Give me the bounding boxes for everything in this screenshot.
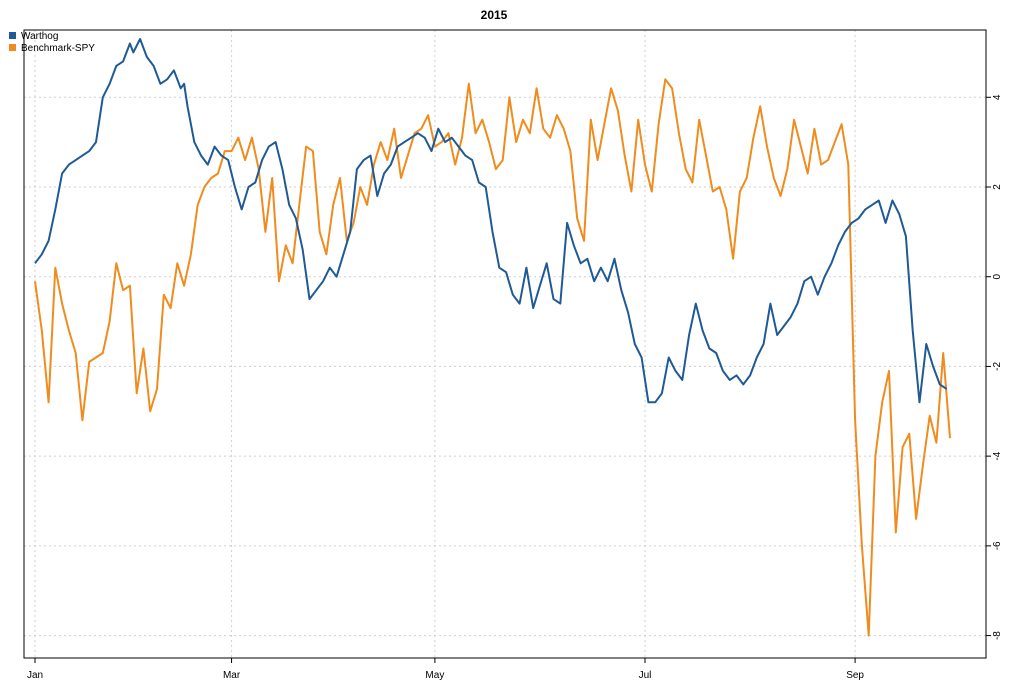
x-tick-label: May (425, 670, 444, 681)
y-tick-label: -2 (992, 362, 1003, 371)
plot-frame (23, 29, 987, 659)
legend-swatch-warthog (9, 32, 16, 39)
legend-label-warthog: Warthog (21, 31, 58, 42)
x-axis: Jan Mar May Jul Sep (27, 658, 864, 681)
y-axis: 4 2 0 -2 -4 -6 -8 (986, 94, 1003, 640)
y-tick-label: 0 (992, 273, 1003, 279)
x-tick-label: Mar (223, 670, 241, 681)
y-tick-label: 2 (992, 184, 1003, 190)
legend: Warthog Benchmark-SPY (9, 31, 95, 54)
chart-title: 2015 (481, 8, 508, 22)
y-tick-label: -8 (992, 631, 1003, 640)
x-tick-label: Sep (846, 670, 864, 681)
y-tick-label: 4 (992, 94, 1003, 100)
series-layer (34, 38, 951, 637)
legend-label-benchmark-spy: Benchmark-SPY (21, 43, 95, 54)
x-tick-label: Jul (639, 670, 652, 681)
y-tick-label: -6 (992, 541, 1003, 550)
y-tick-label: -4 (992, 451, 1003, 460)
series-line-benchmark-spy (34, 78, 951, 637)
x-tick-label: Jan (27, 670, 43, 681)
grid-lines (24, 30, 986, 658)
legend-swatch-benchmark-spy (9, 44, 16, 51)
series-line-warthog (34, 38, 948, 404)
